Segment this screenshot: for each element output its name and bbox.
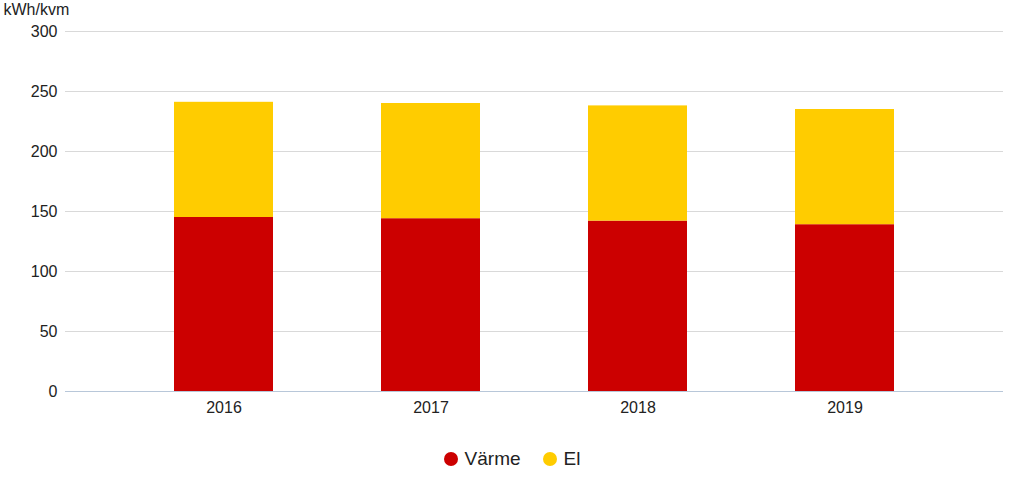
html-text:Värme: Värme bbox=[464, 448, 521, 469]
svg-text:0: 0 bbox=[49, 383, 58, 400]
svg-text:300: 300 bbox=[31, 23, 58, 40]
svg-text:2018: 2018 bbox=[620, 399, 656, 416]
svg-text:200: 200 bbox=[31, 143, 58, 160]
svg-text:kWh/kvm: kWh/kvm bbox=[4, 1, 70, 18]
svg-text:2017: 2017 bbox=[413, 399, 449, 416]
svg-text:250: 250 bbox=[31, 83, 58, 100]
svg-text:2019: 2019 bbox=[827, 399, 863, 416]
svg-text:2016: 2016 bbox=[206, 399, 242, 416]
svg-text:150: 150 bbox=[31, 203, 58, 220]
svg-text:100: 100 bbox=[31, 263, 58, 280]
html-text:El: El bbox=[563, 448, 581, 469]
svg-text:50: 50 bbox=[40, 323, 58, 340]
